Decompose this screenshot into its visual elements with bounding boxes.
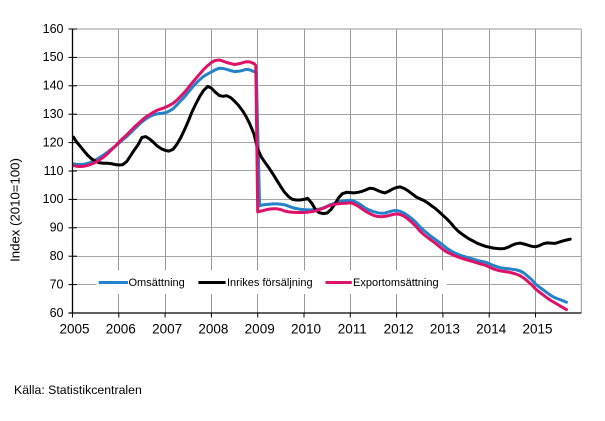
svg-text:90: 90 — [50, 221, 64, 235]
svg-text:2015: 2015 — [522, 322, 552, 337]
svg-text:2010: 2010 — [291, 322, 321, 337]
svg-text:2012: 2012 — [384, 322, 414, 337]
svg-text:2009: 2009 — [245, 322, 275, 337]
svg-text:Exportomsättning: Exportomsättning — [353, 277, 439, 289]
svg-text:110: 110 — [44, 164, 64, 178]
svg-text:Omsättning: Omsättning — [129, 277, 185, 289]
svg-text:130: 130 — [43, 107, 64, 121]
svg-text:2007: 2007 — [152, 322, 182, 337]
svg-text:2011: 2011 — [338, 322, 367, 337]
svg-text:60: 60 — [50, 306, 64, 320]
svg-text:2006: 2006 — [106, 322, 136, 337]
svg-text:Index (2010=100): Index (2010=100) — [8, 158, 23, 262]
svg-text:120: 120 — [43, 135, 64, 149]
svg-text:Källa: Statistikcentralen: Källa: Statistikcentralen — [14, 383, 142, 397]
svg-text:2008: 2008 — [198, 322, 228, 337]
svg-text:2013: 2013 — [430, 322, 460, 337]
svg-text:160: 160 — [43, 22, 64, 36]
svg-text:140: 140 — [43, 79, 64, 93]
svg-text:80: 80 — [50, 249, 64, 263]
svg-text:2014: 2014 — [476, 322, 507, 337]
svg-text:Inrikes försäljning: Inrikes försäljning — [227, 277, 313, 289]
svg-text:150: 150 — [43, 50, 64, 64]
svg-text:70: 70 — [50, 277, 64, 291]
svg-text:2005: 2005 — [59, 322, 89, 337]
svg-text:100: 100 — [43, 192, 64, 206]
